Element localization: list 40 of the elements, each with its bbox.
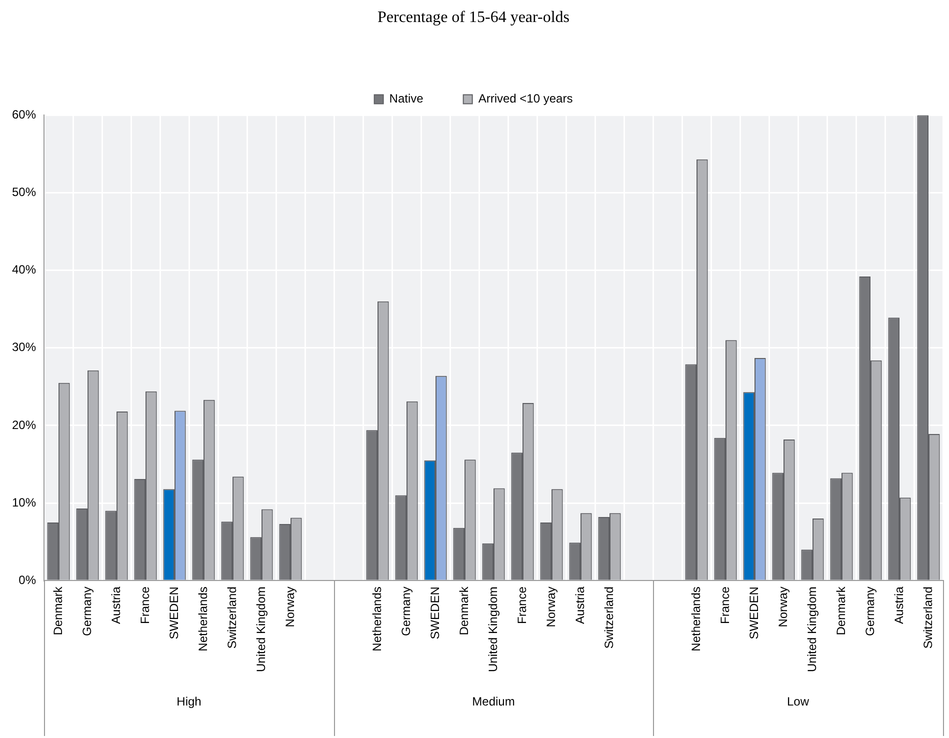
y-tick-label: 0%	[18, 572, 36, 587]
x-tick-label: Switzerland	[224, 586, 239, 649]
x-tick-label: Austria	[892, 586, 906, 624]
y-tick-label: 40%	[12, 262, 36, 277]
x-tick-label: Norway	[776, 586, 790, 628]
y-tick-label: 20%	[12, 418, 36, 432]
x-tick-label: Netherlands	[196, 586, 210, 652]
x-tick-label: Germany	[80, 586, 94, 636]
x-tick-label: Denmark	[456, 586, 471, 636]
x-tick-label: Netherlands	[688, 586, 703, 652]
x-tick-label: France	[514, 586, 529, 624]
legend-label: Native	[389, 92, 424, 106]
x-tick-label: Germany	[398, 586, 413, 636]
y-tick-label: 10%	[12, 495, 36, 510]
x-tick-label: Austria	[108, 586, 123, 624]
x-tick-label: Switzerland	[920, 586, 935, 649]
x-tick-label: France	[138, 586, 152, 624]
x-tick-label: Norway	[544, 586, 558, 628]
text: Low	[786, 694, 810, 708]
x-tick-label: United Kingdom	[804, 586, 819, 672]
x-tick-label: United Kingdom	[254, 586, 268, 672]
y-tick-label: 60%	[12, 108, 36, 122]
x-tick-label: France	[718, 586, 732, 624]
y-tick-label: 50%	[12, 185, 36, 200]
chart-title: Percentage of 15-64 year-olds	[377, 8, 570, 26]
x-tick-label: SWEDEN	[746, 586, 761, 640]
x-tick-label: Germany	[862, 586, 877, 636]
x-tick-label: Denmark	[50, 586, 65, 636]
x-tick-label: Denmark	[834, 586, 848, 636]
x-tick-label: SWEDEN	[428, 586, 442, 640]
x-tick-label: Netherlands	[370, 586, 384, 652]
x-tick-label: SWEDEN	[166, 586, 181, 640]
y-tick-label: 30%	[12, 340, 36, 354]
x-tick-label: United Kingdom	[486, 586, 500, 672]
x-tick-label: Switzerland	[602, 586, 616, 649]
text: Medium	[472, 694, 515, 708]
x-tick-label: Norway	[282, 586, 297, 628]
x-tick-label: Austria	[572, 586, 587, 624]
legend-label: Arrived <10 years	[478, 92, 573, 106]
text: High	[176, 694, 202, 708]
